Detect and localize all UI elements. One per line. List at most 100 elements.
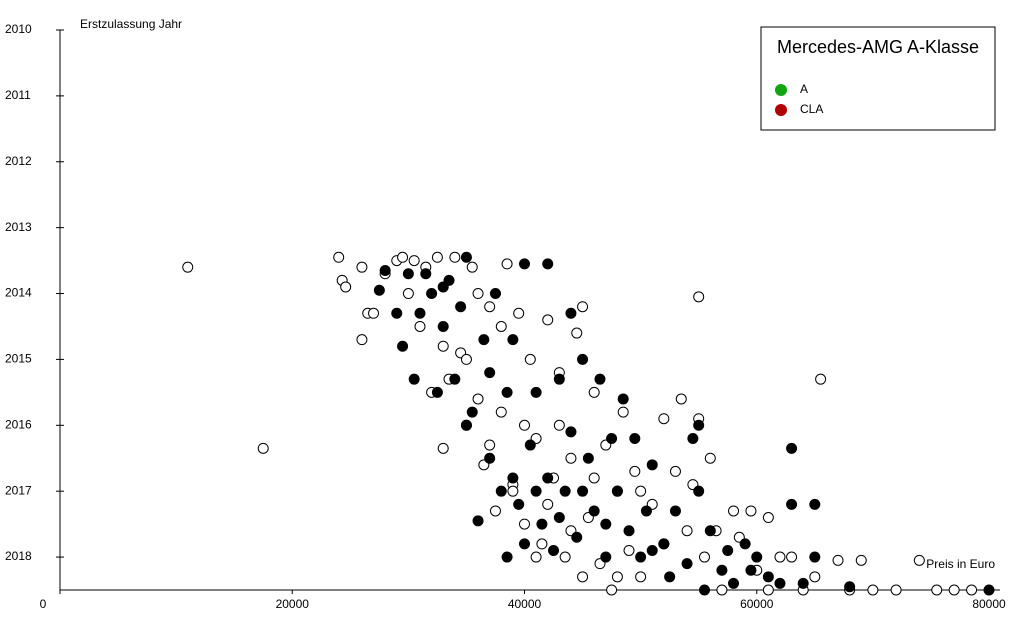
point [524,353,536,365]
point [466,406,478,418]
point [484,301,496,313]
point [588,505,600,517]
point [664,571,676,583]
point [577,301,589,313]
point [716,584,728,596]
point [437,320,449,332]
legend-title: Mercedes-AMG A-Klasse [777,37,979,57]
point [867,584,879,596]
point [786,442,798,454]
point [623,525,635,537]
y-axis-label: Erstzulassung Jahr [80,17,182,31]
point [408,255,420,267]
x-axis-label: Preis in Euro [926,557,995,571]
point [530,485,542,497]
point [786,551,798,563]
y-tick-label: 2014 [5,286,32,300]
point [565,307,577,319]
point [565,426,577,438]
point [495,485,507,497]
point [640,505,652,517]
point [519,419,530,431]
legend-marker [775,84,787,96]
point [774,577,786,589]
x-tick-label: 80000 [972,597,1006,611]
point [809,571,821,583]
point [931,584,943,596]
point [536,538,548,550]
point [460,353,472,365]
point [832,554,844,566]
point [855,554,867,566]
point [728,505,740,517]
point [553,512,565,524]
point [340,281,352,293]
point [983,584,995,596]
point [617,406,629,418]
point [571,531,583,543]
point [472,288,484,300]
y-tick-label: 2018 [5,549,32,563]
point [489,505,501,517]
point [948,584,960,596]
point [635,485,647,497]
point [565,452,577,464]
point [542,314,554,326]
point [333,251,345,263]
point [774,551,786,563]
point [501,386,513,398]
point [431,251,443,263]
point [368,307,380,319]
point [704,525,716,537]
point [658,413,670,425]
point [745,564,757,576]
point [646,544,658,556]
point [507,334,519,346]
point [687,432,699,444]
point [519,518,530,530]
y-tick-label: 2016 [5,417,32,431]
legend-marker [775,104,787,116]
point [582,452,594,464]
y-tick-label: 2011 [5,88,31,102]
point [786,498,798,510]
point [577,485,589,497]
point [617,393,629,405]
point [257,442,269,454]
point [762,571,774,583]
point [809,498,821,510]
point [455,301,467,313]
point [890,584,902,596]
point [489,288,501,300]
legend-label: CLA [800,102,823,116]
point [420,268,432,280]
point [629,465,641,477]
point [611,571,623,583]
point [693,485,705,497]
series-points [182,251,978,596]
point [414,307,426,319]
point [501,551,513,563]
point [594,373,606,385]
point [431,386,443,398]
point [623,544,635,556]
point [402,268,414,280]
point [553,419,565,431]
point [356,334,368,346]
point [913,554,925,566]
point [571,327,583,339]
point [658,538,670,550]
point [356,261,368,273]
point [635,551,647,563]
point [478,334,490,346]
point [397,340,409,352]
point [472,515,484,527]
point [437,340,449,352]
point [379,264,391,276]
point [559,485,571,497]
point [693,291,705,303]
point [484,452,496,464]
point [635,571,647,583]
point [484,367,496,379]
